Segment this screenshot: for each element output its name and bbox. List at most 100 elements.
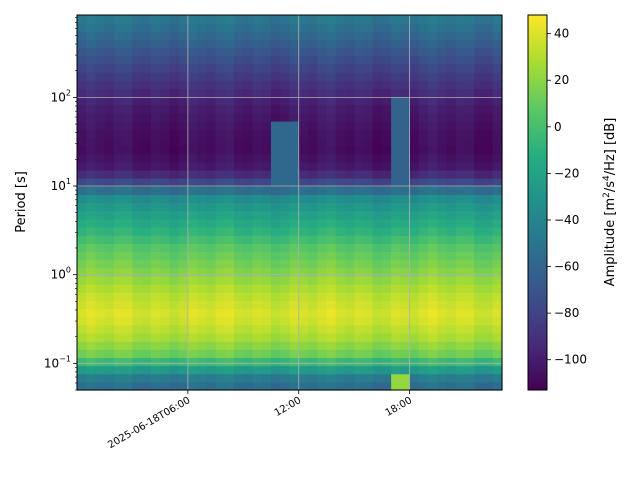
- heatmap-cell: [307, 373, 318, 383]
- heatmap-cell: [197, 112, 207, 122]
- heatmap-cell: [141, 80, 152, 89]
- heatmap-cell: [280, 72, 291, 81]
- heatmap-cell: [428, 169, 438, 179]
- heatmap-cell: [381, 210, 392, 220]
- heatmap-cell: [123, 381, 134, 391]
- heatmap-cell: [298, 349, 309, 358]
- heatmap-cell: [261, 15, 272, 24]
- heatmap-cell: [150, 324, 161, 334]
- heatmap-cell: [307, 178, 318, 187]
- heatmap-cell: [446, 349, 457, 358]
- heatmap-cell: [252, 31, 263, 41]
- heatmap-cell: [428, 194, 438, 204]
- heatmap-cell: [437, 341, 448, 350]
- heatmap-cell: [455, 178, 466, 187]
- heatmap-cell: [354, 292, 365, 301]
- heatmap-cell: [446, 226, 457, 236]
- heatmap-cell: [381, 88, 392, 98]
- heatmap-cell: [354, 169, 365, 179]
- heatmap-cell: [465, 88, 475, 98]
- heatmap-cell: [224, 15, 235, 24]
- heatmap-cell: [455, 373, 466, 383]
- heatmap-cell: [123, 275, 134, 285]
- heatmap-cell: [243, 324, 254, 334]
- heatmap-cell: [335, 63, 346, 73]
- heatmap-cell: [160, 47, 170, 57]
- heatmap-cell: [169, 39, 180, 49]
- heatmap-cell: [455, 39, 466, 49]
- heatmap-cell: [234, 161, 244, 171]
- heatmap-cell: [169, 226, 180, 236]
- heatmap-cell: [280, 341, 291, 350]
- heatmap-cell: [169, 308, 180, 318]
- heatmap-cell: [455, 292, 466, 301]
- heatmap-cell: [483, 251, 494, 261]
- heatmap-cell: [326, 202, 337, 212]
- heatmap-cell: [280, 218, 291, 228]
- heatmap-cell: [474, 169, 485, 179]
- heatmap-cell: [252, 153, 263, 163]
- heatmap-cell: [307, 218, 318, 228]
- heatmap-cell: [354, 365, 365, 375]
- heatmap-cell: [465, 23, 475, 32]
- heatmap-cell: [317, 161, 328, 171]
- heatmap-cell: [224, 169, 235, 179]
- heatmap-cell: [234, 275, 244, 285]
- heatmap-cell: [77, 381, 87, 391]
- heatmap-cell: [280, 129, 291, 138]
- heatmap-cell: [150, 373, 161, 383]
- heatmap-cell: [465, 112, 475, 122]
- heatmap-cell: [215, 332, 226, 342]
- heatmap-cell: [344, 47, 355, 57]
- heatmap-cell: [280, 243, 291, 253]
- heatmap-cell: [307, 284, 318, 293]
- heatmap-cell: [252, 202, 263, 212]
- heatmap-cell: [187, 161, 198, 171]
- heatmap-cell: [492, 15, 503, 24]
- heatmap-cell: [104, 267, 115, 277]
- heatmap-cell: [252, 104, 263, 114]
- heatmap-cell: [234, 47, 244, 57]
- heatmap-cell: [474, 316, 485, 326]
- heatmap-cell: [215, 47, 226, 57]
- heatmap-cell: [197, 284, 207, 293]
- heatmap-cell: [492, 104, 503, 114]
- heatmap-cell: [344, 129, 355, 138]
- heatmap-cell: [280, 104, 291, 114]
- heatmap-cell: [86, 284, 97, 293]
- heatmap-cell: [400, 15, 411, 24]
- heatmap-cell: [483, 235, 494, 244]
- heatmap-cell: [446, 218, 457, 228]
- heatmap-cell: [298, 137, 309, 147]
- heatmap-cell: [298, 308, 309, 318]
- heatmap-cell: [197, 202, 207, 212]
- heatmap-cell: [224, 349, 235, 358]
- heatmap-cell: [381, 251, 392, 261]
- heatmap-cell: [289, 226, 300, 236]
- heatmap-cell: [289, 308, 300, 318]
- heatmap-cell: [86, 104, 97, 114]
- heatmap-cell: [104, 39, 115, 49]
- heatmap-cell: [446, 120, 457, 130]
- heatmap-cell: [104, 15, 115, 24]
- heatmap-cell: [372, 251, 383, 261]
- heatmap-cell: [354, 112, 365, 122]
- heatmap-cell: [215, 23, 226, 32]
- heatmap-cell: [132, 308, 143, 318]
- heatmap-cell: [280, 47, 291, 57]
- heatmap-cell: [372, 169, 383, 179]
- heatmap-cell: [234, 235, 244, 244]
- colorbar-label-sup: 4: [602, 175, 612, 181]
- heatmap-cell: [409, 39, 420, 49]
- heatmap-cell: [391, 324, 401, 334]
- heatmap-cell: [289, 259, 300, 269]
- heatmap-cell: [77, 300, 87, 310]
- heatmap-cell: [77, 284, 87, 293]
- heatmap-cell: [160, 104, 170, 114]
- heatmap-cell: [418, 112, 429, 122]
- heatmap-cell: [400, 47, 411, 57]
- heatmap-cell: [298, 373, 309, 383]
- heatmap-cell: [437, 88, 448, 98]
- heatmap-cell: [307, 324, 318, 334]
- heatmap-cell: [298, 357, 309, 367]
